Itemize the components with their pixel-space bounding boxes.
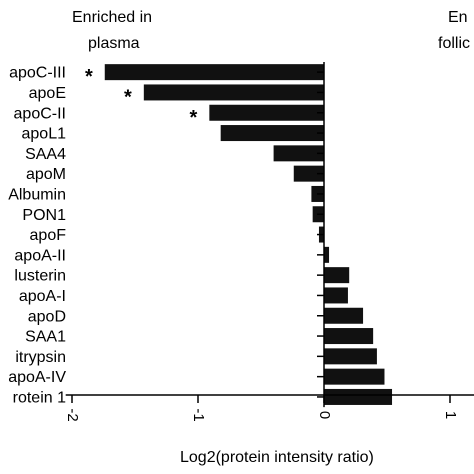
category-label: rotein 1 (13, 389, 66, 406)
significance-markers-group: * * * (85, 66, 198, 129)
y-axis (317, 62, 325, 408)
bar-itrypsin (324, 348, 377, 365)
category-label: SAA1 (25, 329, 66, 346)
bars-group (104, 64, 393, 405)
significance-star: * (124, 86, 132, 108)
x-tick-label: -1 (190, 408, 207, 421)
category-label: PON1 (22, 207, 66, 224)
x-tick-label: 0 (316, 411, 333, 419)
category-label: Albumin (8, 186, 66, 203)
bar-apol1 (220, 125, 324, 142)
significance-star: * (190, 107, 198, 129)
header-right-line2: follic (438, 35, 470, 52)
x-tick-label: 1 (442, 411, 459, 419)
bar-apod (324, 307, 364, 324)
significance-star: * (85, 66, 93, 88)
bar-rotein-1 (324, 388, 393, 405)
bar-apoe (143, 84, 324, 101)
category-label: apoD (28, 308, 66, 325)
category-label: apoC-II (14, 105, 66, 122)
x-axis-label: Log2(protein intensity ratio) (180, 449, 374, 466)
bar-lusterin (324, 267, 350, 284)
header-left-line1: Enriched in (72, 9, 152, 26)
category-label: apoE (29, 85, 66, 102)
category-label: apoC-III (9, 65, 66, 82)
category-label: apoA-II (14, 247, 66, 264)
bar-apoc-iii (104, 64, 324, 81)
category-labels-group: apoC-III apoE apoC-II apoL1 SAA4 apoM Albumin P… (8, 65, 66, 407)
category-label: apoL1 (22, 126, 67, 143)
category-label: apoM (26, 166, 66, 183)
bar-apom (293, 165, 324, 182)
bar-apoa-iv (324, 368, 385, 385)
bar-apoc-ii (209, 104, 324, 121)
bar-apoa-i (324, 287, 348, 304)
category-label: apoA-I (19, 288, 66, 305)
bar-saa1 (324, 328, 374, 345)
category-label: lusterin (14, 268, 66, 285)
category-label: itrypsin (15, 349, 66, 366)
header-left-line2: plasma (88, 35, 140, 52)
bar-saa4 (273, 145, 324, 162)
x-axis: -2 -1 0 1 (64, 394, 474, 422)
category-label: apoF (30, 227, 67, 244)
header-right-line1: En (448, 9, 468, 26)
bar-apoa-ii (324, 246, 330, 263)
x-tick-label: -2 (64, 408, 81, 421)
category-label: apoA-IV (8, 369, 66, 386)
category-label: SAA4 (25, 146, 66, 163)
